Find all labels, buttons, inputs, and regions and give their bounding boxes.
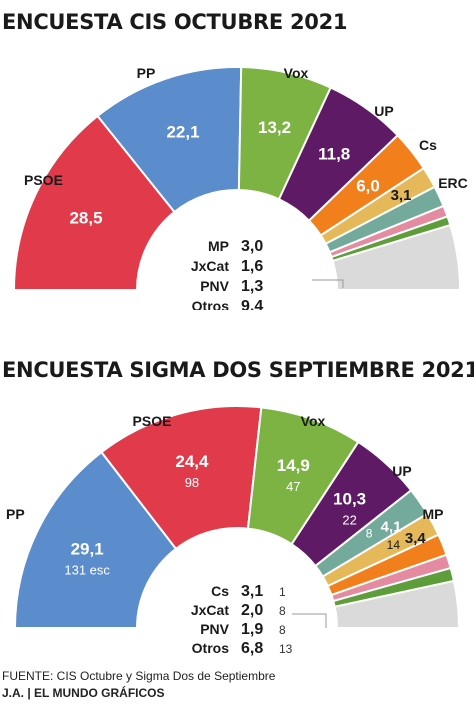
party-label-psoe: PSOE (24, 172, 63, 188)
value-label-mp: 4,1 (381, 519, 402, 536)
party-label-pp: PP (137, 65, 156, 81)
party-label-up: UP (374, 103, 393, 119)
center-table-party-jxcat: JxCat (191, 258, 229, 274)
center-table-value-mp: 3,0 (241, 238, 263, 255)
value-label-psoe: 28,5 (69, 208, 102, 227)
value-label-up: 11,8 (318, 145, 350, 164)
value-label-up: 10,3 (333, 490, 366, 509)
value-label-erc: 3,1 (391, 187, 412, 204)
party-label-erc: ERC (438, 175, 468, 191)
center-table-party-cs: Cs (211, 583, 229, 599)
center-table-value-cs: 3,1 (241, 583, 263, 600)
party-label-pp: PP (6, 506, 25, 522)
chart-sigma-dos-semicircle: 29,1 131 esc 24,4 98 14,9 47 10,3 22 4,1 8 3,4 14 PP… (6, 405, 461, 657)
value-label-erc: 3,4 (405, 530, 427, 547)
center-table-value-jxcat: 2,0 (241, 602, 263, 619)
value-label-pp: 29,1 (71, 539, 104, 558)
center-table-seats-cs: 1 (279, 585, 286, 599)
value-label-vox: 13,2 (258, 118, 291, 137)
slice-otros (333, 579, 461, 629)
center-table-party-mp: MP (208, 238, 229, 254)
chart-title-sigma-dos: ENCUESTA SIGMA DOS SEPTIEMBRE 2021 (2, 358, 474, 382)
source-note: FUENTE: CIS Octubre y Sigma Dos de Septi… (2, 669, 276, 683)
party-label-cs: Cs (419, 137, 437, 153)
seats-label-pp: 131 esc (64, 562, 110, 577)
slice-pp (13, 450, 178, 629)
center-table-party-jxcat: JxCat (191, 602, 229, 618)
center-table-seats-jxcat: 8 (279, 604, 286, 618)
value-label-pp: 22,1 (166, 122, 199, 141)
center-table-value-otros: 9,4 (241, 298, 263, 310)
seats-label-up: 22 (342, 513, 356, 528)
center-table-value-pnv: 1,3 (241, 278, 263, 295)
center-table-value-jxcat: 1,6 (241, 258, 263, 275)
slice-psoe (12, 114, 176, 291)
chart-title-cis: ENCUESTA CIS OCTUBRE 2021 (2, 10, 348, 34)
center-table-value-pnv: 1,9 (241, 621, 263, 638)
credit-line: J.A. | EL MUNDO GRÁFICOS (2, 686, 165, 700)
center-table-seats-pnv: 8 (279, 623, 286, 637)
center-table-party-otros: Otros (192, 640, 230, 656)
party-label-mp: MP (423, 506, 444, 522)
seats-label-psoe: 98 (185, 475, 199, 490)
slice-otros (331, 223, 462, 291)
center-table-seats-otros: 13 (279, 642, 293, 656)
seats-label-erc: 14 (387, 538, 401, 552)
center-table-leader-line (312, 279, 344, 288)
value-label-cs: 6,0 (356, 177, 380, 196)
value-label-vox: 14,9 (277, 456, 310, 475)
value-label-psoe: 24,4 (175, 452, 209, 471)
seats-label-vox: 47 (286, 479, 300, 494)
party-label-up: UP (392, 463, 411, 479)
party-label-vox: Vox (301, 413, 326, 429)
party-label-psoe: PSOE (133, 413, 172, 429)
center-table-party-pnv: PNV (200, 278, 229, 294)
center-table-party-otros: Otros (192, 298, 230, 310)
center-table-value-otros: 6,8 (241, 640, 263, 657)
center-table-party-pnv: PNV (200, 621, 229, 637)
party-label-vox: Vox (284, 65, 309, 81)
seats-label-mp: 8 (366, 527, 373, 541)
chart-cis-semicircle: 28,5 22,1 13,2 11,8 6,0 3,1 PSOE PP Vox UP Cs ERC MP… (12, 65, 468, 310)
center-table-leader-line (292, 613, 327, 628)
